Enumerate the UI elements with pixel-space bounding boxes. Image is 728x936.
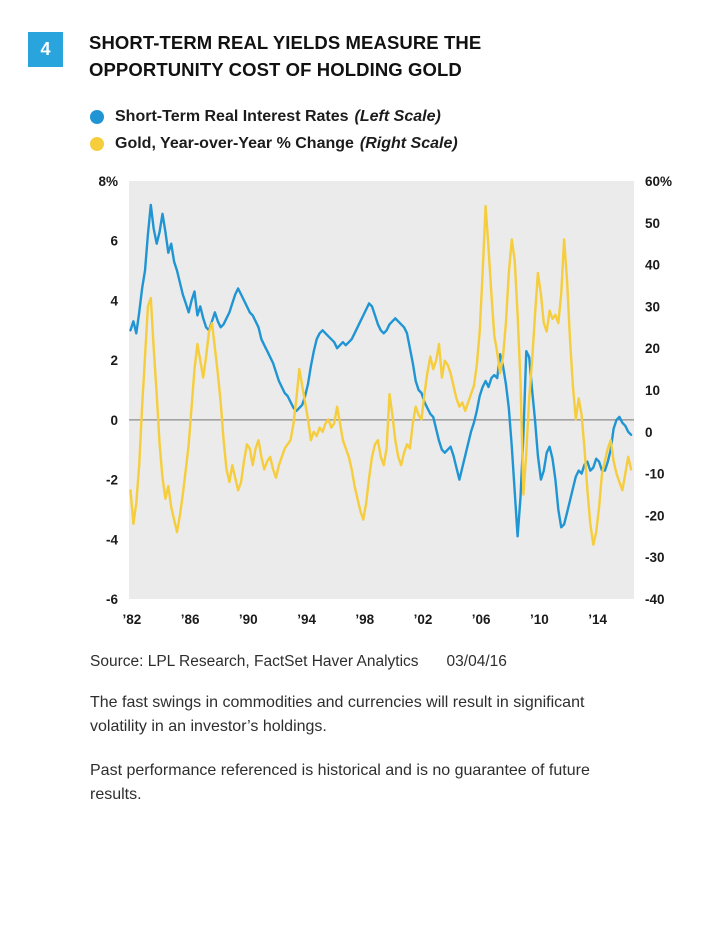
svg-text:’86: ’86 (181, 612, 200, 627)
svg-text:50: 50 (645, 215, 660, 230)
svg-text:’06: ’06 (472, 612, 491, 627)
svg-text:2: 2 (110, 353, 118, 368)
source-date: 03/04/16 (446, 652, 507, 670)
chart-area: 8% 6 4 2 0 -2 -4 -6 60% 50 40 30 20 10 0 -10 -20 -30 -40’8… (64, 169, 692, 639)
figure-title: SHORT-TERM REAL YIELDS MEASURE THE OPPOR… (89, 30, 481, 84)
figure-title-line-1: SHORT-TERM REAL YIELDS MEASURE THE (89, 32, 482, 53)
svg-text:-10: -10 (645, 466, 665, 481)
svg-text:0: 0 (645, 424, 653, 439)
yields-vs-gold-chart: 8%6420-2-4-660%50403020100-10-20-30-40’8… (98, 174, 672, 627)
svg-text:40: 40 (645, 257, 660, 272)
svg-text:6: 6 (110, 233, 118, 248)
legend-item-gold: Gold, Year-over-Year % Change (Right Sca… (90, 135, 692, 153)
source-text: Source: LPL Research, FactSet Haver Anal… (90, 652, 419, 670)
svg-text:0: 0 (110, 412, 118, 427)
legend-label: Short-Term Real Interest Rates (115, 107, 349, 125)
figure-title-line-2: OPPORTUNITY COST OF HOLDING GOLD (89, 58, 462, 80)
svg-text:-30: -30 (645, 550, 665, 565)
gold-legend-dot-icon (90, 136, 104, 151)
svg-text:’90: ’90 (239, 612, 258, 627)
svg-text:’02: ’02 (414, 612, 433, 627)
legend-scale-note: (Right Scale) (359, 134, 458, 152)
note-volatility: The fast swings in commodities and curre… (90, 693, 585, 735)
svg-text:’98: ’98 (355, 612, 374, 627)
svg-text:-40: -40 (645, 592, 665, 607)
legend-item-real-rates: Short-Term Real Interest Rates (Left Sca… (90, 108, 692, 126)
svg-text:4: 4 (110, 293, 118, 308)
svg-text:’14: ’14 (588, 612, 607, 627)
real-rates-legend-dot-icon (90, 109, 104, 124)
chart-legend: Short-Term Real Interest Rates (Left Sca… (90, 108, 692, 153)
svg-text:-2: -2 (106, 472, 118, 487)
svg-text:-4: -4 (106, 532, 118, 547)
svg-text:’82: ’82 (123, 612, 142, 627)
svg-text:-6: -6 (106, 592, 118, 607)
legend-label: Gold, Year-over-Year % Change (115, 134, 354, 152)
figure-number-badge: 4 (28, 32, 63, 67)
figure-header: 4 SHORT-TERM REAL YIELDS MEASURE THE OPP… (28, 30, 692, 84)
source-line: Source: LPL Research, FactSet Haver Anal… (90, 653, 692, 671)
svg-text:’10: ’10 (530, 612, 549, 627)
svg-text:10: 10 (645, 383, 660, 398)
svg-text:-20: -20 (645, 508, 665, 523)
svg-text:60%: 60% (645, 174, 672, 189)
report-page: 4 SHORT-TERM REAL YIELDS MEASURE THE OPP… (28, 30, 692, 803)
legend-scale-note: (Left Scale) (354, 107, 441, 125)
svg-text:20: 20 (645, 341, 660, 356)
note-disclaimer: Past performance referenced is historica… (90, 761, 590, 803)
svg-text:8%: 8% (98, 174, 118, 189)
svg-text:30: 30 (645, 299, 660, 314)
svg-text:’94: ’94 (297, 612, 316, 627)
